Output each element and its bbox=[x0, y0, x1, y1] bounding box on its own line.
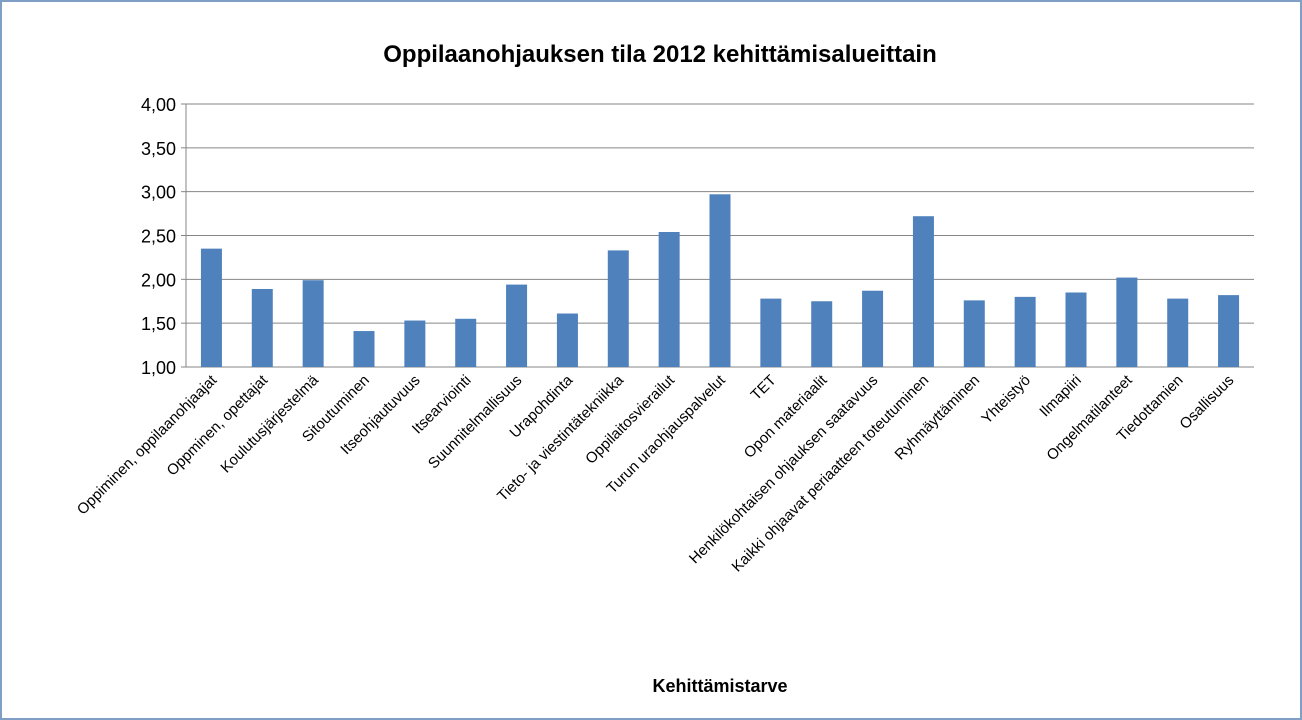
bar bbox=[506, 284, 528, 367]
bar bbox=[1014, 296, 1036, 367]
bar bbox=[404, 320, 426, 367]
bar bbox=[353, 331, 375, 367]
y-tick-label: 2,50 bbox=[141, 227, 176, 247]
bar bbox=[658, 231, 680, 367]
bar bbox=[1218, 295, 1240, 367]
bar bbox=[1065, 292, 1087, 367]
bar bbox=[556, 313, 578, 367]
bar bbox=[709, 194, 731, 367]
bar bbox=[455, 318, 477, 367]
y-tick-label: 3,00 bbox=[141, 183, 176, 203]
bar bbox=[251, 288, 273, 367]
y-tick-label: 3,50 bbox=[141, 139, 176, 159]
bar bbox=[760, 298, 782, 367]
bar bbox=[862, 290, 884, 367]
y-tick-label: 1,00 bbox=[141, 358, 176, 378]
bar bbox=[811, 301, 833, 367]
y-tick-label: 4,00 bbox=[141, 95, 176, 115]
chart-title: Oppilaanohjauksen tila 2012 kehittämisal… bbox=[383, 41, 937, 68]
bar bbox=[607, 250, 629, 367]
y-tick-label: 2,00 bbox=[141, 270, 176, 290]
bar bbox=[302, 280, 324, 367]
bar bbox=[200, 248, 222, 367]
x-axis-label: Kehittämistarve bbox=[652, 676, 787, 696]
bar bbox=[912, 216, 934, 367]
bar bbox=[1116, 277, 1138, 367]
y-tick-label: 1,50 bbox=[141, 314, 176, 334]
bar bbox=[963, 300, 985, 367]
bar bbox=[1167, 298, 1189, 367]
